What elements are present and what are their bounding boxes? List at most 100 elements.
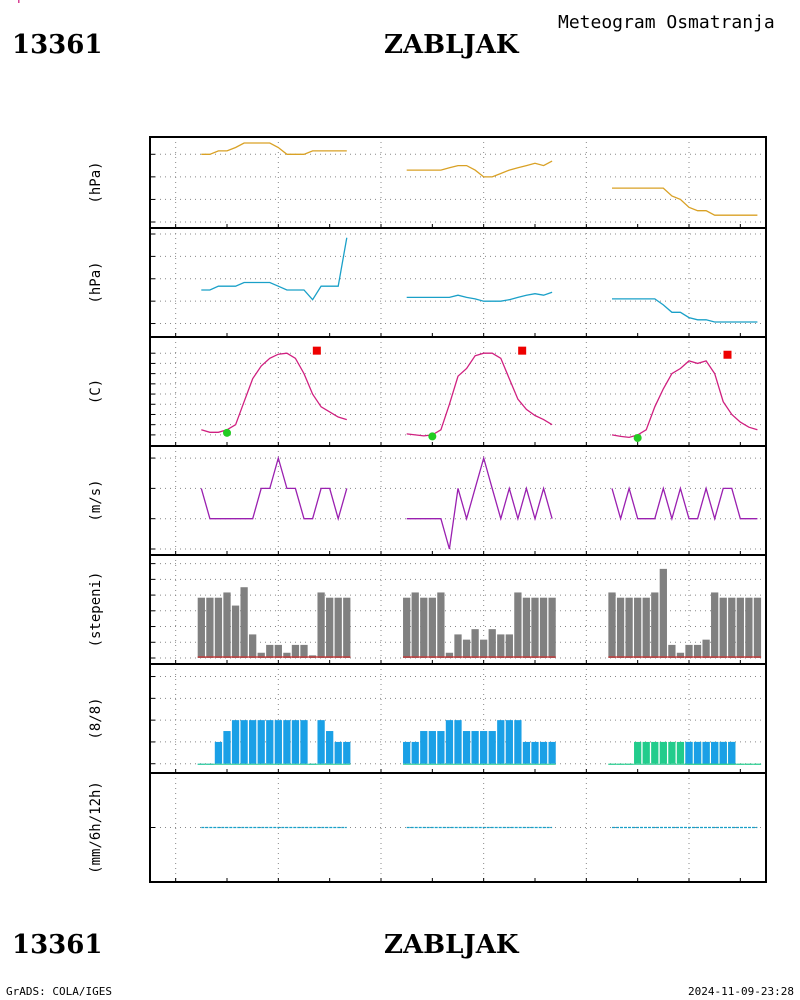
- top-hour-label: 12Z: [0, 0, 13, 4]
- panel-frame: [149, 772, 767, 883]
- bar: [291, 720, 300, 764]
- bar: [471, 629, 479, 658]
- series-line: [201, 352, 347, 433]
- bar: [719, 741, 727, 764]
- bar: [497, 634, 505, 658]
- bar: [659, 741, 667, 764]
- bar: [702, 639, 710, 658]
- bar: [676, 652, 685, 658]
- bar: [231, 720, 240, 764]
- panel-frame: [149, 336, 767, 447]
- bar: [274, 644, 282, 658]
- bar: [283, 652, 291, 658]
- bar: [300, 644, 308, 658]
- bar: [522, 597, 531, 658]
- bottom-date-label: 7NOV: [0, 0, 17, 4]
- bar: [291, 644, 300, 658]
- panel-label: Maksimalna: [0, 0, 42, 4]
- bar: [539, 741, 548, 764]
- bar: [283, 720, 291, 764]
- bar: [411, 592, 419, 658]
- top-date-label: 7NOV: [0, 0, 17, 4]
- bar: [514, 720, 522, 764]
- bar: [454, 634, 462, 658]
- bar: [736, 597, 744, 658]
- panel-label: Pravac: [0, 0, 25, 4]
- panel-temperature: -202468101214(C)2m Temp.MaksimalnaMinima…: [0, 0, 767, 447]
- bar: [428, 731, 436, 764]
- bar: [531, 741, 539, 764]
- bar: [505, 720, 513, 764]
- bottom-year-label: 2024: [0, 0, 17, 4]
- bar: [223, 731, 231, 764]
- bar: [505, 634, 513, 658]
- bar: [745, 597, 753, 658]
- bar: [480, 731, 488, 764]
- bar: [334, 597, 342, 658]
- bar: [488, 629, 496, 658]
- bar: [668, 644, 676, 658]
- bar: [625, 597, 633, 658]
- panel-label: Minimalna: [0, 0, 38, 4]
- bar: [403, 741, 411, 764]
- bar: [231, 605, 240, 658]
- bar: [300, 720, 308, 764]
- bar: [257, 652, 265, 658]
- series-line: [201, 142, 347, 155]
- bar: [719, 597, 727, 658]
- bar: [480, 639, 488, 658]
- bar: [651, 741, 659, 764]
- bar: [223, 592, 231, 658]
- bar: [437, 731, 445, 764]
- bar: [240, 720, 248, 764]
- bar: [548, 597, 556, 658]
- top-date-label: 9NOV: [0, 0, 17, 4]
- tmin-marker: [223, 428, 231, 437]
- bar: [642, 741, 650, 764]
- bar: [326, 597, 334, 658]
- bar: [668, 741, 676, 764]
- top-hour-label: 00Z: [0, 0, 13, 4]
- bar: [693, 741, 702, 764]
- bar: [702, 741, 710, 764]
- station-name-bottom: ZABLJAK: [384, 930, 519, 960]
- station-id-top: 13361: [12, 30, 103, 60]
- panel-precipitation: 0(mm/6h/12h)Padavine: [0, 0, 767, 883]
- bar: [206, 597, 214, 658]
- bar: [197, 597, 205, 658]
- bottom-hour-label: 00Z: [0, 0, 13, 4]
- bar: [420, 597, 428, 658]
- bottom-date-label: 8NOV: [0, 0, 17, 4]
- panel-label: Srednji Obl.: [0, 0, 51, 4]
- panel-label: Brzina: [0, 0, 25, 4]
- bar: [728, 597, 736, 658]
- bar: [445, 652, 454, 658]
- bar: [711, 592, 719, 658]
- panel-label: Padavine: [0, 0, 34, 4]
- bottom-hour-label: 12Z: [0, 0, 13, 4]
- bar: [497, 720, 505, 764]
- bottom-hour-label: 12Z: [0, 0, 13, 4]
- panel-label: Vjetar: [0, 0, 25, 4]
- bottom-hour-label: 00Z: [0, 0, 13, 4]
- series-line: [612, 187, 758, 216]
- panel-label: Visoki Obl.: [0, 0, 46, 4]
- panel-reduced-pressure: 855858861864867(hPa)RedukovaniPritisak: [0, 0, 767, 338]
- top-hour-label: 12Z: [0, 0, 13, 4]
- panel-label: Pritisak: [0, 0, 34, 4]
- tmin-marker: [633, 433, 642, 442]
- y-axis-title: (hPa): [88, 261, 104, 303]
- bar: [240, 587, 248, 658]
- bar: [471, 731, 479, 764]
- panel-label: Pritisak: [0, 0, 34, 4]
- bar: [693, 644, 702, 658]
- panel-frame: [149, 445, 767, 556]
- bar: [454, 720, 462, 764]
- bar: [634, 597, 642, 658]
- panel-frame: [149, 227, 767, 338]
- panel-label: Vjetar: [0, 0, 25, 4]
- y-axis-title: (mm/6h/12h): [88, 781, 104, 874]
- bar: [214, 597, 223, 658]
- series-line: [611, 360, 758, 439]
